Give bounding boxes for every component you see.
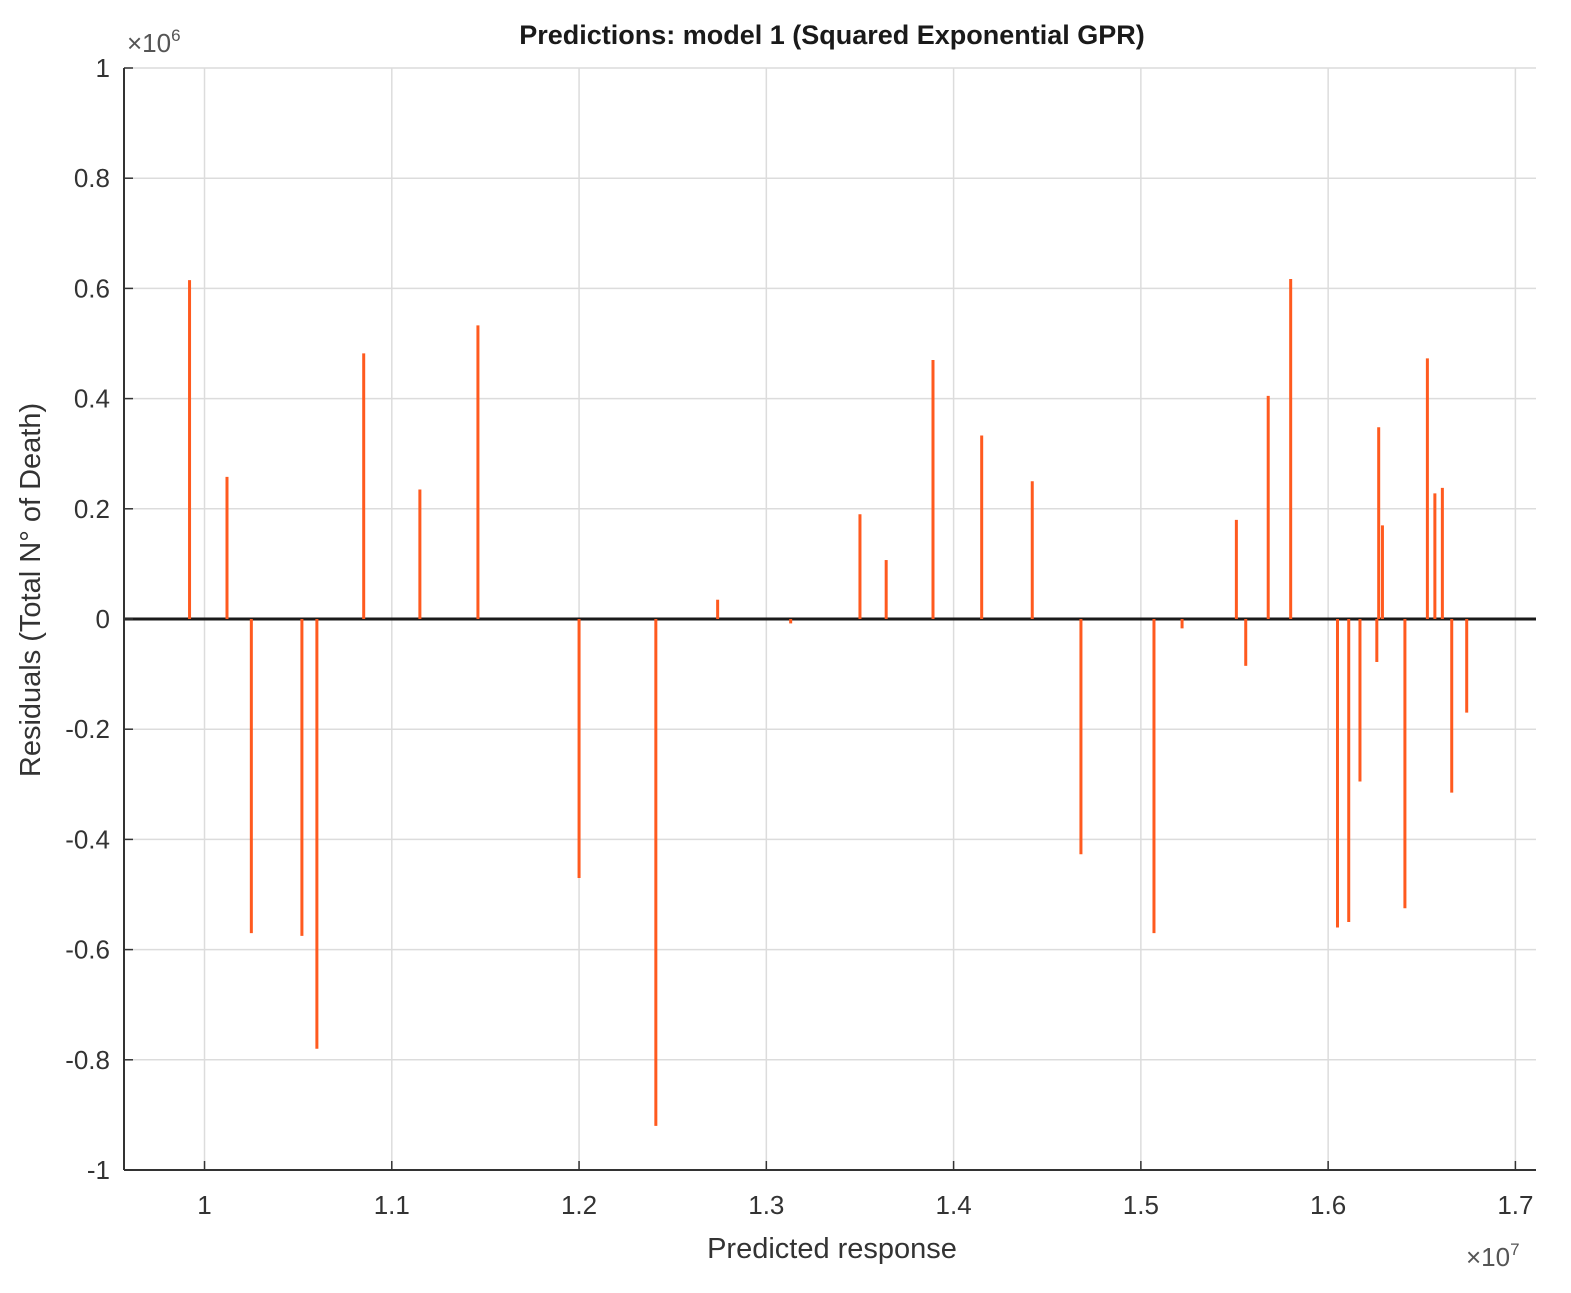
y-multiplier-exponent: 6 <box>171 26 180 45</box>
x-tick-label: 1.3 <box>748 1190 784 1220</box>
residual-bars <box>188 279 1469 1126</box>
x-tick-label: 1.5 <box>1123 1190 1159 1220</box>
x-tick-label: 1 <box>197 1190 211 1220</box>
y-tick-label: 0 <box>96 604 110 634</box>
x-tick-label: 1.2 <box>561 1190 597 1220</box>
y-tick-label: -0.8 <box>65 1045 110 1075</box>
y-tick-label: -0.2 <box>65 714 110 744</box>
x-tick-label: 1.1 <box>374 1190 410 1220</box>
x-axis-label: Predicted response <box>707 1233 957 1265</box>
y-tick-label: -1 <box>87 1155 110 1185</box>
y-tick-label: -0.4 <box>65 824 110 854</box>
y-tick-label: 0.8 <box>74 163 110 193</box>
y-axis-label: Residuals (Total N° of Death) <box>15 403 47 777</box>
y-tick-label: 0.2 <box>74 494 110 524</box>
x-axis-ticks: 1 1.1 1.2 1.3 1.4 1.5 1.6 1.7 <box>197 1161 1533 1220</box>
x-axis-multiplier: ×107 <box>1466 1240 1520 1272</box>
y-axis-ticks: -1 -0.8 -0.6 -0.4 -0.2 0 0.2 0.4 0.6 0.8 1 <box>65 53 133 1185</box>
x-tick-label: 1.6 <box>1310 1190 1346 1220</box>
x-tick-label: 1.4 <box>936 1190 972 1220</box>
y-tick-label: 0.4 <box>74 384 110 414</box>
y-axis-multiplier: ×106 <box>127 26 181 58</box>
y-tick-label: 0.6 <box>74 273 110 303</box>
y-tick-label: -0.6 <box>65 935 110 965</box>
y-tick-label: 1 <box>96 53 110 83</box>
y-multiplier-base: ×10 <box>127 28 171 58</box>
x-multiplier-base: ×10 <box>1466 1242 1510 1272</box>
x-tick-label: 1.7 <box>1497 1190 1533 1220</box>
x-multiplier-exponent: 7 <box>1510 1240 1519 1259</box>
chart-title: Predictions: model 1 (Squared Exponentia… <box>519 20 1145 50</box>
